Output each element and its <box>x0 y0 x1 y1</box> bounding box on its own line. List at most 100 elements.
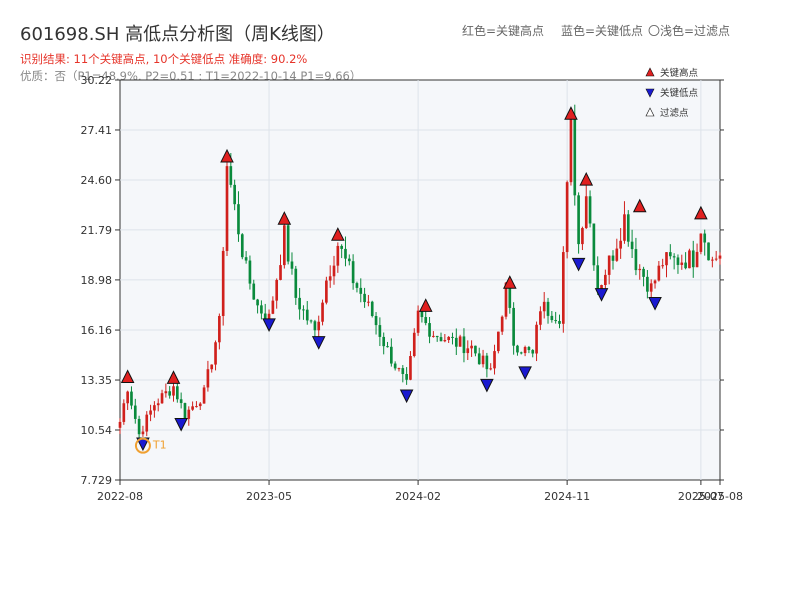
candle-body <box>191 406 194 410</box>
hint-low: 蓝色=关键低点 <box>561 24 644 38</box>
key-high-marker <box>120 369 135 383</box>
key-low-marker <box>518 366 532 381</box>
candle-body <box>405 374 408 380</box>
candle-body <box>187 409 191 419</box>
key-high-marker <box>579 171 594 186</box>
candle-body <box>481 355 485 365</box>
candle-body <box>657 265 661 281</box>
candle-body <box>412 332 416 357</box>
candle-body <box>592 223 596 266</box>
candle-body <box>294 268 298 298</box>
y-tick-label: 27.41 <box>81 124 113 137</box>
key-high-marker <box>277 211 292 225</box>
candle-body <box>516 345 519 353</box>
candle-body <box>309 320 313 322</box>
x-tick-label: 2022-08 <box>97 490 143 503</box>
candle-body <box>172 386 175 396</box>
x-tick-label: 2023-05 <box>246 490 292 503</box>
candle-body <box>393 363 397 369</box>
hint-filtered: 〇浅色=过滤点 <box>648 24 731 38</box>
key-low-marker <box>262 318 276 333</box>
candle-body <box>256 299 259 306</box>
candle-body <box>581 228 584 245</box>
candle-body <box>153 405 156 411</box>
candle-body <box>718 255 722 259</box>
candle-body <box>351 261 355 284</box>
key-high-marker <box>418 298 433 312</box>
candle-body <box>531 350 535 354</box>
key-low-marker <box>174 417 188 432</box>
candle-body <box>474 345 477 354</box>
candle-body <box>477 353 481 365</box>
candle-body <box>695 251 699 268</box>
legend-low-icon <box>645 88 655 98</box>
candle-body <box>409 356 412 380</box>
candle-body <box>279 265 282 280</box>
candle-body <box>623 214 626 241</box>
candle-body <box>424 317 428 324</box>
key-high-marker <box>220 148 234 163</box>
key-high-marker <box>632 198 647 213</box>
candle-body <box>634 249 638 271</box>
y-axis: 7.729 10.54 13.35 16.16 18.98 21.79 24.60 27.41… <box>81 74 724 487</box>
y-tick-label: 10.54 <box>81 424 113 437</box>
candle-body <box>573 118 577 196</box>
candle-body <box>164 391 168 394</box>
candle-body <box>554 320 557 322</box>
candle-body <box>370 301 374 317</box>
candle-body <box>240 234 244 258</box>
candle-body <box>619 240 622 249</box>
result-subtitle: 识别结果: 11个关键高点, 10个关键低点 准确度: 90.2% <box>20 52 308 66</box>
candle-body <box>260 305 263 314</box>
candle-body <box>638 268 642 271</box>
candle-body <box>630 241 634 250</box>
legend-label: 关键高点 <box>660 67 699 79</box>
candle-body <box>218 315 221 343</box>
key-high-marker <box>331 227 345 241</box>
candle-body <box>145 414 149 432</box>
candle-body <box>328 276 332 281</box>
candle-body <box>237 204 240 235</box>
candle-body <box>512 307 515 346</box>
candle-body <box>584 196 588 229</box>
candle-body <box>684 262 687 269</box>
x-tick-label: 2025-08 <box>697 490 743 503</box>
candle-body <box>374 316 378 326</box>
candle-body <box>432 335 435 337</box>
t1-marker <box>134 437 151 454</box>
t1-label: T1 <box>152 439 167 452</box>
candle-body <box>611 255 615 261</box>
candle-body <box>363 293 366 303</box>
candle-body <box>447 336 450 341</box>
candle-body <box>305 309 309 321</box>
candle-body <box>707 242 710 261</box>
candle-body <box>233 184 236 205</box>
candle-body <box>122 403 126 422</box>
legend-label: 关键低点 <box>660 87 699 99</box>
candle-body <box>221 250 225 316</box>
candle-body <box>321 302 324 322</box>
y-tick-label: 16.16 <box>81 324 113 337</box>
candle-body <box>118 421 122 428</box>
candle-body <box>607 255 611 275</box>
y-tick-label: 18.98 <box>81 274 113 287</box>
candle-body <box>699 233 703 252</box>
candle-body <box>668 252 672 257</box>
candle-body <box>286 225 290 262</box>
y-tick-label: 24.60 <box>81 174 113 187</box>
candle-body <box>542 301 546 312</box>
candle-body <box>649 283 653 292</box>
y-tick-label: 7.729 <box>81 474 113 487</box>
key-low-marker <box>594 288 609 302</box>
candle-body <box>527 347 531 351</box>
candle-body <box>325 280 328 303</box>
legend-high-icon <box>645 67 655 77</box>
candle-body <box>195 406 198 408</box>
candle-body <box>263 313 267 321</box>
candle-body <box>569 118 573 183</box>
candle-body <box>298 297 301 310</box>
candle-body <box>179 399 183 404</box>
candle-body <box>504 282 508 317</box>
candle-body <box>653 280 657 284</box>
candle-body <box>202 387 206 404</box>
